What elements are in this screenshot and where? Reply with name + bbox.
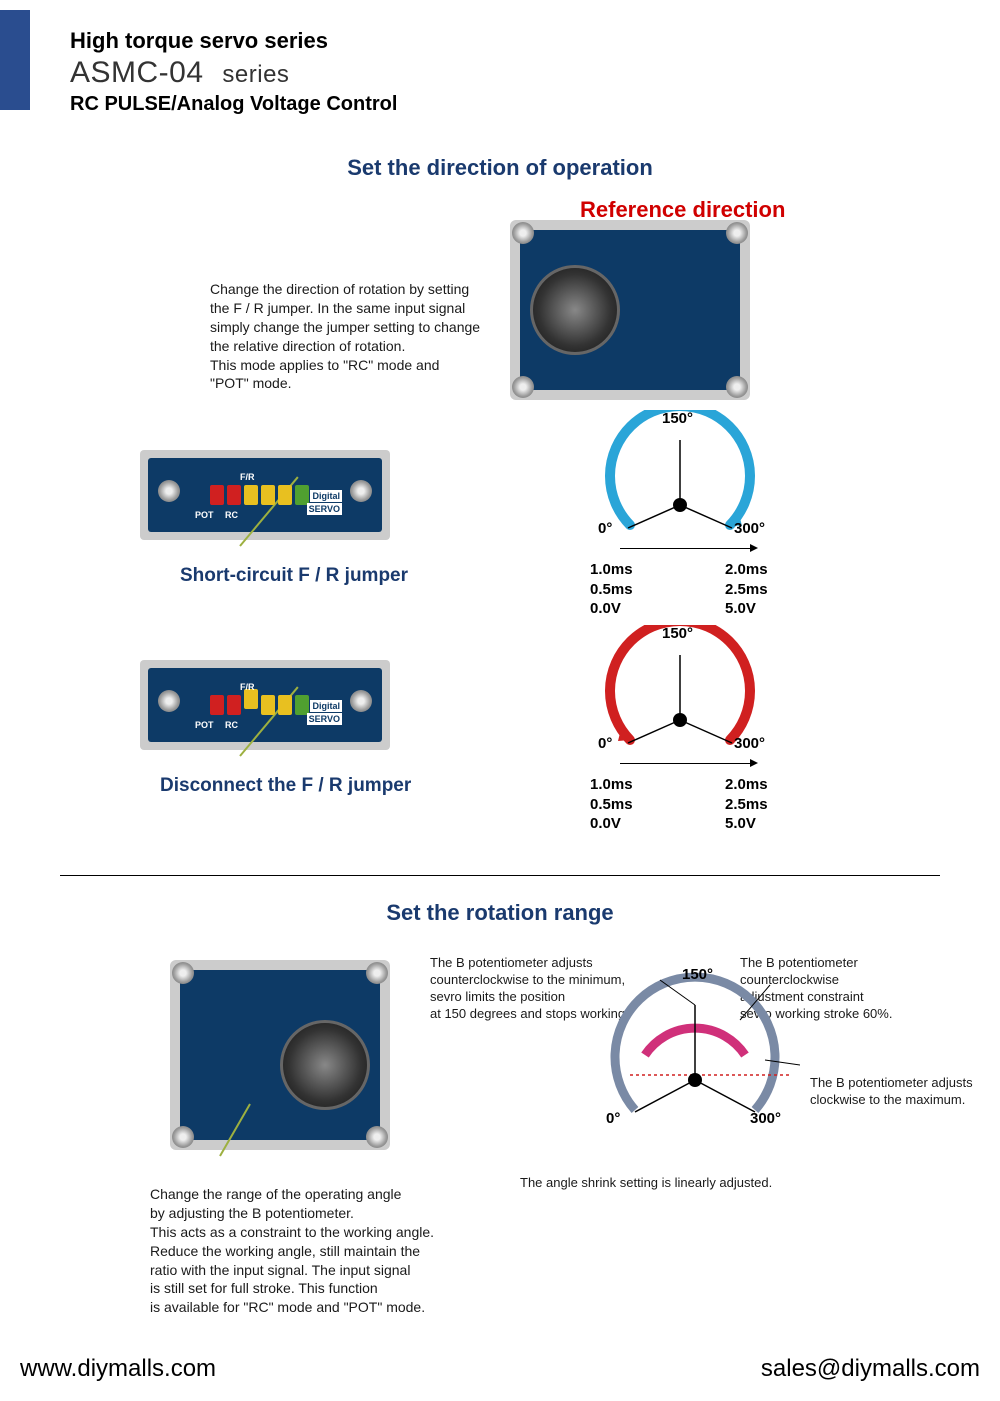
board-label-servo: SERVO bbox=[307, 503, 342, 515]
board-label-pot: POT bbox=[195, 720, 214, 730]
section2-title: Set the rotation range bbox=[0, 900, 1000, 926]
dial-label-top: 150° bbox=[662, 410, 693, 427]
screw-icon bbox=[350, 480, 372, 502]
jumper-red bbox=[227, 695, 241, 715]
jumper-yellow bbox=[278, 695, 292, 715]
dial-label-left: 0° bbox=[598, 520, 612, 537]
direction-arrow-line bbox=[620, 548, 750, 549]
footer-url: www.diymalls.com bbox=[20, 1355, 216, 1383]
header-model: ASMC-04 series bbox=[70, 56, 397, 90]
caption-disconnect: Disconnect the F / R jumper bbox=[160, 775, 411, 797]
dial-label-right: 300° bbox=[734, 520, 765, 537]
header-block: High torque servo series ASMC-04 series … bbox=[70, 28, 397, 116]
screw-icon bbox=[726, 376, 748, 398]
board-label-pot: POT bbox=[195, 510, 214, 520]
timing-left-ccw: 1.0ms 0.5ms 0.0V bbox=[590, 775, 633, 834]
direction-arrow-head bbox=[750, 759, 758, 767]
board-label-servo: SERVO bbox=[307, 713, 342, 725]
range-label-left: 0° bbox=[606, 1110, 620, 1127]
header-accent-bar bbox=[0, 10, 30, 110]
section1-description: Change the direction of rotation by sett… bbox=[210, 280, 510, 393]
dial-label-right: 300° bbox=[734, 735, 765, 752]
jumper-yellow bbox=[261, 485, 275, 505]
jumper-row bbox=[210, 695, 309, 715]
servo-board-range bbox=[170, 960, 390, 1150]
dial-label-top: 150° bbox=[662, 625, 693, 642]
jumper-row bbox=[210, 485, 309, 505]
note-cw-max: The B potentiometer adjusts clockwise to… bbox=[810, 1075, 1000, 1109]
jumper-yellow bbox=[244, 689, 258, 709]
note-linear: The angle shrink setting is linearly adj… bbox=[520, 1175, 920, 1192]
board-label-rc: RC bbox=[225, 720, 238, 730]
direction-arrow-line bbox=[620, 763, 750, 764]
screw-icon bbox=[158, 480, 180, 502]
board-label-rc: RC bbox=[225, 510, 238, 520]
screw-icon bbox=[726, 222, 748, 244]
motor-icon bbox=[530, 265, 620, 355]
jumper-yellow bbox=[244, 485, 258, 505]
header-series-title: High torque servo series bbox=[70, 28, 397, 54]
footer-email: sales@diymalls.com bbox=[761, 1355, 980, 1383]
direction-arrow-head bbox=[750, 544, 758, 552]
screw-icon bbox=[350, 690, 372, 712]
timing-right-cw: 2.0ms 2.5ms 5.0V bbox=[725, 560, 768, 619]
screw-icon bbox=[366, 1126, 388, 1148]
header-series-word: series bbox=[222, 61, 289, 88]
jumper-green bbox=[295, 695, 309, 715]
screw-icon bbox=[172, 962, 194, 984]
screw-icon bbox=[512, 376, 534, 398]
jumper-red bbox=[210, 695, 224, 715]
range-label-right: 300° bbox=[750, 1110, 781, 1127]
jumper-yellow bbox=[261, 695, 275, 715]
motor-icon bbox=[280, 1020, 370, 1110]
range-dial: 150° 0° 300° bbox=[590, 970, 800, 1150]
dial-label-left: 0° bbox=[598, 735, 612, 752]
caption-short-circuit: Short-circuit F / R jumper bbox=[180, 565, 408, 587]
servo-board-main bbox=[510, 220, 750, 400]
screw-icon bbox=[512, 222, 534, 244]
section2-description: Change the range of the operating angle … bbox=[150, 1185, 470, 1317]
jumper-red bbox=[210, 485, 224, 505]
board-label-fr: F/R bbox=[240, 472, 255, 482]
screw-icon bbox=[158, 690, 180, 712]
board-label-fr: F/R bbox=[240, 682, 255, 692]
jumper-board-short: POT RC F/R Digital SERVO bbox=[140, 450, 390, 540]
range-label-top: 150° bbox=[682, 966, 713, 983]
jumper-board-disconnect: POT RC F/R Digital SERVO bbox=[140, 660, 390, 750]
jumper-green bbox=[295, 485, 309, 505]
header-control-type: RC PULSE/Analog Voltage Control bbox=[70, 93, 397, 116]
screw-icon bbox=[172, 1126, 194, 1148]
timing-right-ccw: 2.0ms 2.5ms 5.0V bbox=[725, 775, 768, 834]
board-label-digital: Digital bbox=[310, 490, 342, 502]
jumper-yellow bbox=[278, 485, 292, 505]
header-model-code: ASMC-04 bbox=[70, 56, 204, 89]
board-label-digital: Digital bbox=[310, 700, 342, 712]
section-divider bbox=[60, 875, 940, 876]
section1-title: Set the direction of operation bbox=[0, 155, 1000, 181]
screw-icon bbox=[366, 962, 388, 984]
jumper-red bbox=[227, 485, 241, 505]
timing-left-cw: 1.0ms 0.5ms 0.0V bbox=[590, 560, 633, 619]
